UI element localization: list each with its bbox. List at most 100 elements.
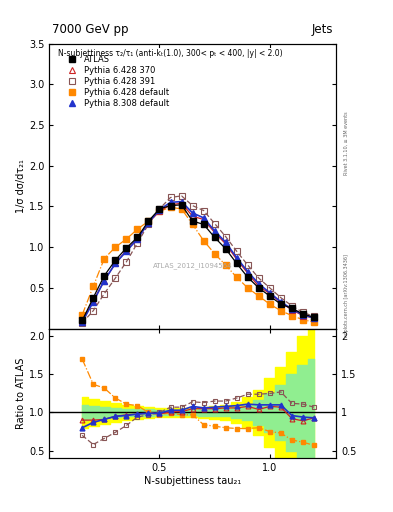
ATLAS <box>190 218 195 224</box>
ATLAS <box>212 234 217 241</box>
Pythia 6.428 391 <box>301 309 305 315</box>
Pythia 6.428 391 <box>290 303 294 309</box>
Pythia 6.428 default <box>179 206 184 212</box>
Pythia 6.428 default <box>201 238 206 244</box>
Pythia 8.308 default <box>124 248 129 254</box>
ATLAS <box>124 245 129 251</box>
ATLAS <box>312 314 316 321</box>
Pythia 6.428 370 <box>179 200 184 206</box>
Pythia 8.308 default <box>157 207 162 213</box>
Pythia 6.428 391 <box>190 203 195 209</box>
ATLAS <box>268 293 272 299</box>
Pythia 6.428 370 <box>268 290 272 296</box>
Pythia 6.428 370 <box>168 202 173 208</box>
Pythia 6.428 370 <box>124 247 129 253</box>
ATLAS <box>146 218 151 224</box>
ATLAS <box>279 301 283 307</box>
ATLAS <box>91 294 95 301</box>
Pythia 8.308 default <box>190 210 195 216</box>
Pythia 6.428 370 <box>245 270 250 276</box>
Pythia 6.428 default <box>91 283 95 289</box>
Pythia 6.428 default <box>290 312 294 318</box>
Pythia 6.428 370 <box>113 261 118 267</box>
Y-axis label: Ratio to ATLAS: Ratio to ATLAS <box>16 358 26 429</box>
Pythia 6.428 default <box>168 204 173 210</box>
Legend: ATLAS, Pythia 6.428 370, Pythia 6.428 391, Pythia 6.428 default, Pythia 8.308 de: ATLAS, Pythia 6.428 370, Pythia 6.428 39… <box>62 53 171 110</box>
Pythia 8.308 default <box>301 312 305 318</box>
Pythia 6.428 391 <box>179 193 184 199</box>
Text: mcplots.cern.ch [arXiv:1306.3436]: mcplots.cern.ch [arXiv:1306.3436] <box>344 254 349 339</box>
Pythia 6.428 default <box>157 208 162 215</box>
ATLAS <box>223 246 228 252</box>
Pythia 6.428 391 <box>312 313 316 319</box>
Pythia 6.428 370 <box>190 213 195 219</box>
Pythia 6.428 370 <box>157 208 162 215</box>
Text: Jets: Jets <box>312 24 333 36</box>
Pythia 8.308 default <box>290 306 294 312</box>
Text: Rivet 3.1.10, ≥ 3M events: Rivet 3.1.10, ≥ 3M events <box>344 112 349 175</box>
Pythia 6.428 default <box>135 226 140 232</box>
Pythia 6.428 370 <box>279 300 283 306</box>
Line: ATLAS: ATLAS <box>79 202 317 323</box>
Pythia 6.428 370 <box>135 236 140 242</box>
Pythia 6.428 391 <box>234 248 239 254</box>
Pythia 6.428 391 <box>157 206 162 212</box>
Pythia 8.308 default <box>80 319 84 325</box>
Pythia 6.428 391 <box>223 233 228 240</box>
Pythia 6.428 391 <box>201 207 206 214</box>
Pythia 6.428 default <box>124 236 129 242</box>
Pythia 6.428 default <box>245 285 250 291</box>
Pythia 6.428 default <box>234 274 239 281</box>
Pythia 6.428 default <box>80 312 84 318</box>
Pythia 6.428 default <box>312 319 316 325</box>
Pythia 8.308 default <box>279 298 283 305</box>
Pythia 6.428 391 <box>256 275 261 281</box>
ATLAS <box>157 206 162 212</box>
Pythia 8.308 default <box>91 298 95 305</box>
Pythia 6.428 370 <box>223 241 228 247</box>
Pythia 8.308 default <box>168 199 173 205</box>
Pythia 6.428 370 <box>201 217 206 223</box>
Pythia 6.428 370 <box>102 278 107 284</box>
ATLAS <box>301 311 305 317</box>
ATLAS <box>102 272 107 279</box>
Pythia 6.428 370 <box>80 318 84 325</box>
Pythia 6.428 default <box>146 218 151 224</box>
ATLAS <box>168 203 173 209</box>
Pythia 6.428 default <box>190 221 195 227</box>
Pythia 8.308 default <box>268 290 272 296</box>
Pythia 6.428 391 <box>268 285 272 291</box>
Pythia 8.308 default <box>113 261 118 267</box>
Line: Pythia 6.428 391: Pythia 6.428 391 <box>79 193 317 326</box>
Pythia 8.308 default <box>201 215 206 221</box>
Y-axis label: 1/σ dσ/dτ₂₁: 1/σ dσ/dτ₂₁ <box>16 159 26 213</box>
Pythia 8.308 default <box>256 281 261 287</box>
Pythia 6.428 391 <box>80 320 84 326</box>
ATLAS <box>234 261 239 267</box>
Pythia 8.308 default <box>223 239 228 245</box>
Text: ATLAS_2012_I1094564: ATLAS_2012_I1094564 <box>153 263 232 269</box>
Text: N-subjettiness τ₂/τ₁ (anti-kₜ(1.0), 300< pₜ < 400, |y| < 2.0): N-subjettiness τ₂/τ₁ (anti-kₜ(1.0), 300<… <box>58 49 282 58</box>
Pythia 6.428 default <box>279 308 283 314</box>
X-axis label: N-subjettiness tau₂₁: N-subjettiness tau₂₁ <box>144 476 241 486</box>
Pythia 6.428 370 <box>234 257 239 263</box>
Pythia 6.428 default <box>212 250 217 257</box>
Pythia 6.428 391 <box>102 290 107 296</box>
Pythia 6.428 391 <box>245 262 250 268</box>
Pythia 6.428 370 <box>301 312 305 318</box>
Pythia 8.308 default <box>212 228 217 234</box>
Line: Pythia 6.428 default: Pythia 6.428 default <box>79 204 317 325</box>
Pythia 6.428 370 <box>212 229 217 236</box>
ATLAS <box>80 317 84 324</box>
Pythia 6.428 391 <box>279 294 283 301</box>
Pythia 8.308 default <box>179 199 184 205</box>
ATLAS <box>245 274 250 281</box>
Pythia 6.428 default <box>102 255 107 262</box>
Pythia 6.428 default <box>301 316 305 323</box>
Line: Pythia 8.308 default: Pythia 8.308 default <box>79 199 317 325</box>
ATLAS <box>201 221 206 227</box>
Pythia 6.428 default <box>268 301 272 307</box>
Pythia 6.428 391 <box>146 221 151 227</box>
Pythia 6.428 370 <box>146 220 151 226</box>
Pythia 6.428 default <box>256 293 261 299</box>
